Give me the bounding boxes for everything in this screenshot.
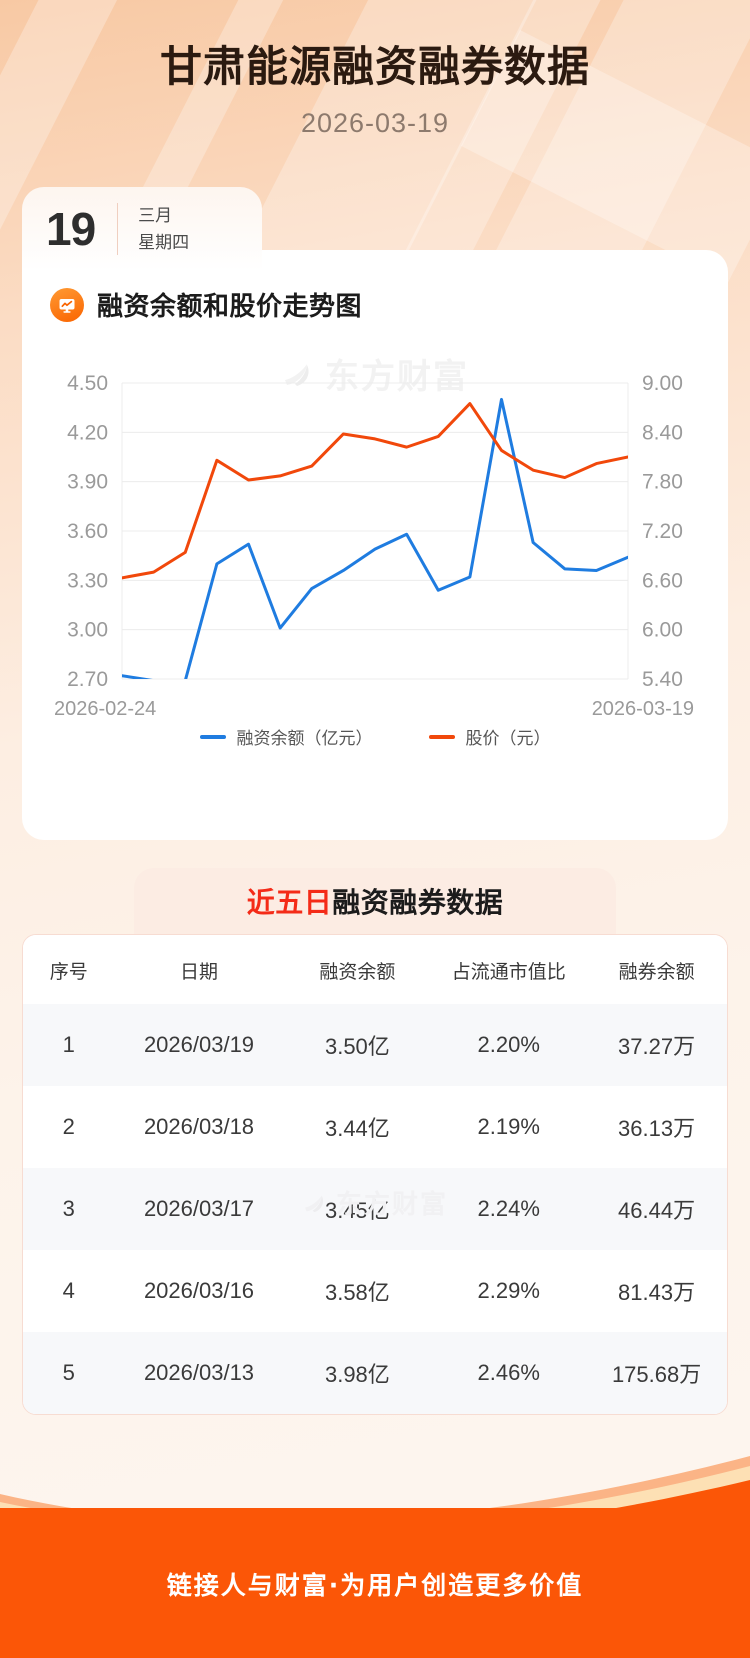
cell-date: 2026/03/19 <box>143 1032 255 1057</box>
cell-date: 2026/03/16 <box>143 1278 255 1303</box>
cell-margin-balance: 3.98亿 <box>324 1362 390 1387</box>
cell-pct-of-float: 2.24% <box>477 1196 540 1221</box>
y-axis-left-tick: 3.90 <box>67 471 108 494</box>
footer-slogan: 链接人与财富·为用户创造更多价值 <box>166 1571 584 1600</box>
col-header-margin-balance: 融资余额 <box>283 935 432 1004</box>
table-header-row: 序号 日期 融资余额 占流通市值比 融券余额 <box>23 935 727 1004</box>
chart-line-stock-price <box>122 402 628 580</box>
col-header-index: 序号 <box>23 935 115 1004</box>
x-axis-end-tick: 2026-03-19 <box>592 698 694 720</box>
cell-margin-balance: 3.58亿 <box>324 1280 390 1305</box>
y-axis-right-tick: 5.40 <box>642 668 683 691</box>
table-row: 2 2026/03/18 3.44亿 2.19% 36.13万 <box>23 1086 727 1168</box>
table-row: 5 2026/03/13 3.98亿 2.46% 175.68万 <box>23 1332 727 1414</box>
table-row: 4 2026/03/16 3.58亿 2.29% 81.43万 <box>23 1250 727 1332</box>
chart-card-header: 融资余额和股价走势图 <box>22 250 728 323</box>
x-axis-start-tick: 2026-02-24 <box>54 698 156 720</box>
page-title: 甘肃能源融资融券数据 <box>159 42 590 91</box>
y-axis-left-tick: 2.70 <box>67 668 108 691</box>
y-axis-right-tick: 6.00 <box>642 619 683 642</box>
y-axis-left-tick: 4.50 <box>67 372 108 395</box>
y-axis-right-tick: 8.40 <box>642 421 683 444</box>
chart-legend: 融资余额（亿元） 股价（元） <box>22 724 728 749</box>
col-header-short-balance: 融券余额 <box>586 935 727 1004</box>
table-banner-accent: 近五日 <box>246 886 333 919</box>
cell-index: 4 <box>62 1278 75 1303</box>
cell-short-balance: 46.44万 <box>618 1198 696 1223</box>
chart-line-margin-balance <box>122 397 628 679</box>
cell-margin-balance: 3.50亿 <box>324 1034 390 1059</box>
y-axis-right-tick: 9.00 <box>642 372 683 395</box>
line-chart-icon <box>50 287 84 322</box>
y-axis-left-tick: 3.60 <box>67 520 108 543</box>
y-axis-right-tick: 6.60 <box>642 569 683 592</box>
margin-balance-price-line-chart: 4.50 9.00 4.20 8.40 3.90 7.80 3.60 7.20 3.30 6.60… <box>54 372 694 720</box>
table-section: 近五日 融资融券数据 序号 日期 融资余额 占流通市值比 融券余额 1 2026/0… <box>22 868 728 1415</box>
date-divider <box>117 203 119 255</box>
date-day: 19 <box>46 203 96 255</box>
margin-data-table: 序号 日期 融资余额 占流通市值比 融券余额 1 2026/03/19 3.50亿 2… <box>23 935 727 1414</box>
col-header-date: 日期 <box>114 935 284 1004</box>
cell-index: 5 <box>62 1360 75 1385</box>
table-banner: 近五日 融资融券数据 <box>134 868 616 934</box>
cell-pct-of-float: 2.46% <box>477 1360 540 1385</box>
page-header: 甘肃能源融资融券数据 2026-03-19 <box>0 0 750 139</box>
cell-short-balance: 175.68万 <box>611 1362 702 1387</box>
page-footer: 链接人与财富·为用户创造更多价值 <box>0 1428 750 1658</box>
cell-pct-of-float: 2.19% <box>477 1114 540 1139</box>
table-row: 1 2026/03/19 3.50亿 2.20% 37.27万 <box>23 1004 727 1086</box>
legend-item-stock-price[interactable]: 股价（元） <box>428 724 551 749</box>
cell-index: 1 <box>62 1032 75 1057</box>
y-axis-right-tick: 7.80 <box>642 471 683 494</box>
y-axis-right-tick: 7.20 <box>642 520 683 543</box>
cell-date: 2026/03/13 <box>143 1360 255 1385</box>
col-header-pct-of-float: 占流通市值比 <box>431 935 587 1004</box>
footer-background <box>0 1508 750 1658</box>
y-axis-left-tick: 4.20 <box>67 421 108 444</box>
date-weekday: 星期四 <box>138 232 190 252</box>
chart-card-title: 融资余额和股价走势图 <box>97 292 363 322</box>
cell-pct-of-float: 2.20% <box>477 1032 540 1057</box>
table-banner-rest: 融资融券数据 <box>332 886 504 919</box>
chart-area: 东方财富 4.50 9.00 4.20 8.40 3.90 7.80 3.60 7.20 3.3… <box>22 341 728 771</box>
cell-short-balance: 37.27万 <box>618 1034 696 1059</box>
legend-label-margin-balance: 融资余额（亿元） <box>236 729 373 748</box>
cell-pct-of-float: 2.29% <box>477 1278 540 1303</box>
cell-index: 2 <box>62 1114 75 1139</box>
cell-margin-balance: 3.45亿 <box>324 1198 390 1223</box>
legend-label-stock-price: 股价（元） <box>465 729 551 748</box>
y-axis-left-tick: 3.00 <box>67 619 108 642</box>
legend-swatch-orange <box>428 734 455 739</box>
cell-index: 3 <box>62 1196 75 1221</box>
table-row: 3 2026/03/17 3.45亿 2.24% 46.44万 <box>23 1168 727 1250</box>
legend-swatch-blue <box>199 734 226 739</box>
cell-margin-balance: 3.44亿 <box>324 1116 390 1141</box>
y-axis-left-tick: 3.30 <box>67 569 108 592</box>
date-month: 三月 <box>138 206 173 226</box>
header-date: 2026-03-19 <box>300 108 450 139</box>
cell-date: 2026/03/17 <box>143 1196 255 1221</box>
cell-short-balance: 36.13万 <box>618 1116 696 1141</box>
legend-item-margin-balance[interactable]: 融资余额（亿元） <box>199 724 373 749</box>
cell-date: 2026/03/18 <box>143 1114 255 1139</box>
cell-short-balance: 81.43万 <box>618 1280 696 1305</box>
margin-data-table-card: 序号 日期 融资余额 占流通市值比 融券余额 1 2026/03/19 3.50亿 2… <box>22 934 728 1415</box>
date-chip: 19 三月 星期四 <box>22 187 262 271</box>
chart-card: 融资余额和股价走势图 东方财富 4.50 9.00 4.20 8.40 3.90 7.80… <box>22 250 728 840</box>
